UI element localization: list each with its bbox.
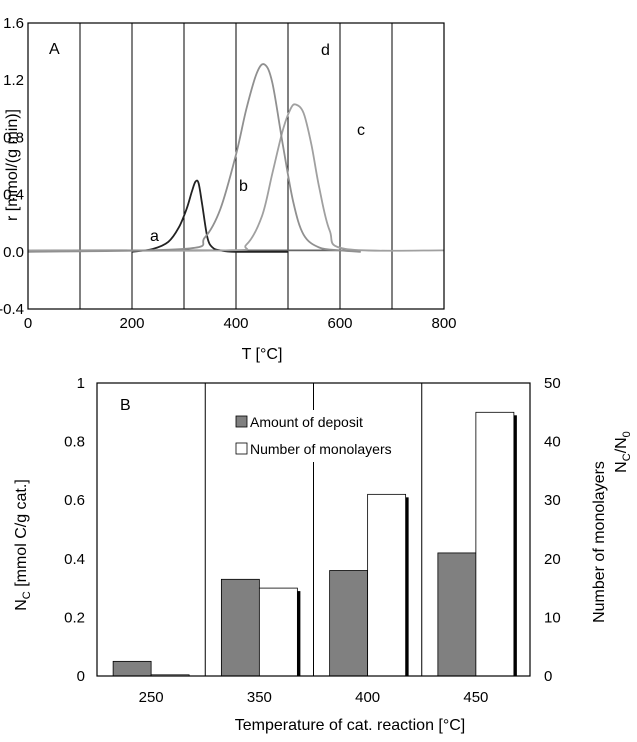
panel-b-y2-tick-0: 0 (544, 668, 552, 685)
panel-a-x-tick-400: 400 (223, 315, 248, 332)
panel-a-x-axis-title: T [°C] (242, 346, 283, 363)
panel-a-y-tick-0.8: 0.8 (3, 129, 24, 146)
curve-d-label: d (321, 42, 330, 59)
panel-a-gridlines (79, 23, 393, 309)
panel-a-y-tick-0.4: 0.4 (3, 187, 24, 204)
y2-title-sub-0: 0 (621, 431, 633, 437)
panel-b-y2-tick-30: 30 (544, 492, 561, 509)
panel-b-x-axis-title: Temperature of cat. reaction [°C] (235, 717, 466, 734)
panel-b-y-axis-title: NC [mmol C/g cat.] (13, 479, 33, 611)
curve-c (27, 103, 445, 252)
panel-b-y-axis-title-rest: [mmol C/g cat.] (13, 479, 30, 591)
panel-b-y-tick-0.4: 0.4 (64, 551, 85, 568)
panel-a-y-axis-title: r [mmol/(g min)] (4, 109, 21, 221)
curve-d (27, 63, 361, 253)
panel-b-y-tick-0.8: 0.8 (64, 434, 85, 451)
legend-swatch-deposit (235, 415, 248, 428)
panel-b-y2-axis-title-line2: NC/N0 (613, 431, 633, 473)
legend-label-monolayers: Number of monolayers (250, 441, 392, 457)
panel-b-x-tick-400: 400 (355, 689, 380, 706)
panel-b-y2-tick-10: 10 (544, 609, 561, 626)
panel-b-y-tick-0: 0 (77, 668, 85, 685)
panel-b-plot-frame (96, 382, 531, 677)
panel-a-x-tick-200: 200 (119, 315, 144, 332)
panel-b-legend: Amount of deposit Number of monolayers (231, 410, 401, 462)
deposit-bar-350 (220, 578, 260, 677)
deposit-bar-450 (437, 552, 477, 677)
deposit-bar-250 (112, 660, 152, 677)
panel-b-y-tick-0.2: 0.2 (64, 609, 85, 626)
panel-a-y-tick-1.2: 1.2 (3, 72, 24, 89)
panel-a-x-tick-800: 800 (431, 315, 456, 332)
panel-a-curves (27, 63, 445, 253)
panel-b-y-axis-title-n: N (13, 599, 30, 611)
monolayer-bar-400 (367, 493, 407, 677)
panel-b-y-tick-1: 1 (77, 375, 85, 392)
curve-c-label: c (357, 122, 365, 139)
panel-b-y2-tick-40: 40 (544, 434, 561, 451)
panel-a-label: A (49, 41, 60, 58)
panel-b-label: B (120, 397, 131, 414)
panel-b-y-axis-title-sub: C (21, 591, 33, 599)
panel-b-bars (112, 411, 517, 677)
panel-a-x-tick-600: 600 (327, 315, 352, 332)
monolayer-bar-450 (475, 411, 515, 677)
panel-a-tick-labels: 0 200 400 600 800 -0.4 0.0 0.4 0.8 1.2 1.6 (0, 15, 457, 332)
monolayer-bar-350 (258, 587, 298, 677)
panel-a-y-tick-0.0: 0.0 (3, 244, 24, 261)
panel-b-y2-tick-50: 50 (544, 375, 561, 392)
panel-b-y2-axis-title-line1: Number of monolayers (591, 461, 608, 623)
panel-b-x-tick-350: 350 (247, 689, 272, 706)
panel-a: 0 200 400 600 800 -0.4 0.0 0.4 0.8 1.2 1.6 A a b c… (0, 15, 457, 363)
panel-b-x-tick-250: 250 (139, 689, 164, 706)
legend-swatch-monolayers (235, 442, 248, 455)
curve-b-label: b (239, 178, 248, 195)
panel-b-y2-tick-20: 20 (544, 551, 561, 568)
y2-title-n: N (613, 461, 630, 473)
panel-a-y-tick-1.6: 1.6 (3, 15, 24, 32)
deposit-bar-400 (329, 570, 369, 677)
legend-label-deposit: Amount of deposit (250, 414, 363, 430)
panel-a-y-tick--0.4: -0.4 (0, 301, 24, 318)
y2-title-slash-n: /N (613, 437, 630, 453)
curve-a-label: a (150, 228, 159, 245)
panel-b-y-tick-0.6: 0.6 (64, 492, 85, 509)
panel-a-x-tick-0: 0 (24, 315, 32, 332)
panel-b-x-tick-450: 450 (463, 689, 488, 706)
panel-a-plot-frame (27, 22, 445, 310)
y2-title-sub-c: C (621, 453, 633, 461)
